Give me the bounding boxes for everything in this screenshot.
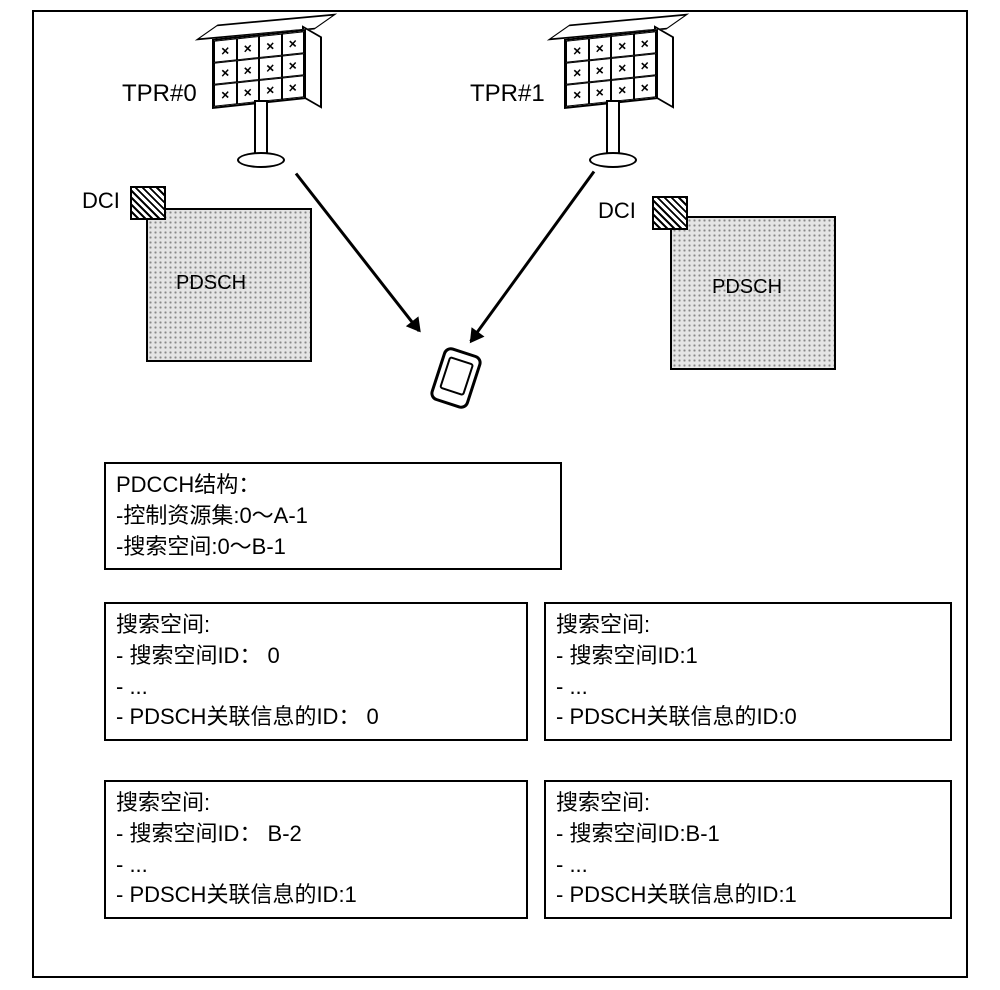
ss0-line3: - PDSCH关联信息的ID： 0 bbox=[116, 702, 516, 733]
dci-box-left bbox=[130, 186, 166, 220]
network-diagram: ×××× ×××× ×××× TPR#0 ×××× ×××× ×××× bbox=[34, 12, 966, 432]
ss3-line1: - 搜索空间ID:B-1 bbox=[556, 819, 940, 850]
arrow-tpr0-to-ue bbox=[295, 173, 420, 332]
dci-box-right bbox=[652, 196, 688, 230]
pdcch-line1: -控制资源集:0～A-1 bbox=[116, 501, 550, 532]
dci-label-left: DCI bbox=[82, 188, 120, 214]
antenna-tpr0: ×××× ×××× ×××× bbox=[212, 34, 306, 104]
ss2-title: 搜索空间: bbox=[116, 788, 516, 819]
ss1-title: 搜索空间: bbox=[556, 610, 940, 641]
ss2-line3: - PDSCH关联信息的ID:1 bbox=[116, 880, 516, 911]
pdsch-label-right: PDSCH bbox=[712, 276, 782, 299]
search-space-box-3: 搜索空间: - 搜索空间ID:B-1 - ... - PDSCH关联信息的ID:… bbox=[544, 780, 952, 919]
ss3-line2: - ... bbox=[556, 850, 940, 881]
tpr1-label: TPR#1 bbox=[470, 80, 545, 108]
ss3-title: 搜索空间: bbox=[556, 788, 940, 819]
ss1-line2: - ... bbox=[556, 672, 940, 703]
pdcch-config-box: PDCCH结构： -控制资源集:0～A-1 -搜索空间:0～B-1 bbox=[104, 462, 562, 570]
ue-device-icon bbox=[428, 345, 483, 411]
arrow-tpr1-to-ue bbox=[469, 171, 595, 343]
antenna-tpr1: ×××× ×××× ×××× bbox=[564, 34, 658, 104]
ss0-line2: - ... bbox=[116, 672, 516, 703]
tpr0-label: TPR#0 bbox=[122, 80, 197, 108]
ss0-title: 搜索空间: bbox=[116, 610, 516, 641]
outer-frame: ×××× ×××× ×××× TPR#0 ×××× ×××× ×××× bbox=[32, 10, 968, 978]
search-space-box-2: 搜索空间: - 搜索空间ID： B-2 - ... - PDSCH关联信息的ID… bbox=[104, 780, 528, 919]
ss2-line2: - ... bbox=[116, 850, 516, 881]
pdcch-title: PDCCH结构： bbox=[116, 470, 550, 501]
ss0-line1: - 搜索空间ID： 0 bbox=[116, 641, 516, 672]
ss3-line3: - PDSCH关联信息的ID:1 bbox=[556, 880, 940, 911]
dci-label-right: DCI bbox=[598, 198, 636, 224]
pdcch-line2: -搜索空间:0～B-1 bbox=[116, 532, 550, 563]
ss1-line1: - 搜索空间ID:1 bbox=[556, 641, 940, 672]
ss1-line3: - PDSCH关联信息的ID:0 bbox=[556, 702, 940, 733]
ss2-line1: - 搜索空间ID： B-2 bbox=[116, 819, 516, 850]
search-space-box-1: 搜索空间: - 搜索空间ID:1 - ... - PDSCH关联信息的ID:0 bbox=[544, 602, 952, 741]
search-space-box-0: 搜索空间: - 搜索空间ID： 0 - ... - PDSCH关联信息的ID： … bbox=[104, 602, 528, 741]
pdsch-label-left: PDSCH bbox=[176, 272, 246, 295]
